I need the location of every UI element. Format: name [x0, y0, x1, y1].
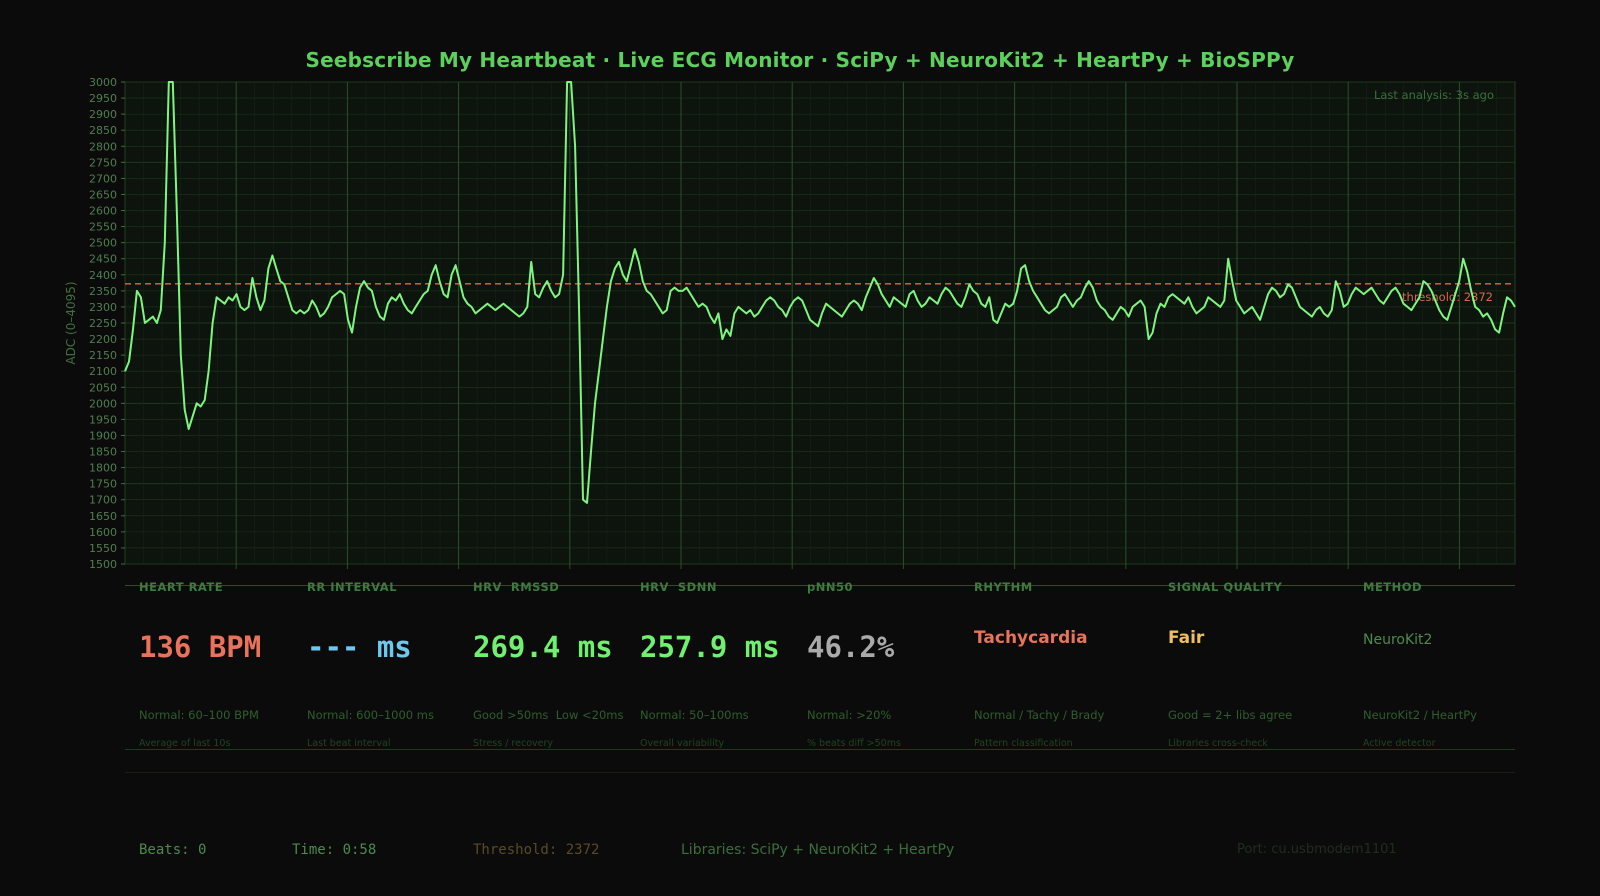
- y-tick-label: 2900: [89, 108, 117, 121]
- y-tick-label: 1800: [89, 462, 117, 475]
- metric-normal-range: Normal: 60–100 BPM: [139, 708, 259, 722]
- metric-value: 136 BPM: [139, 630, 262, 664]
- metric-note: Stress / recovery: [473, 738, 554, 749]
- y-tick-label: 1900: [89, 429, 117, 442]
- y-tick-label: 3000: [89, 76, 117, 89]
- metrics-bottom-divider: [125, 749, 1515, 750]
- y-tick-label: 2450: [89, 253, 117, 266]
- status-beats: Beats: 0: [139, 842, 207, 858]
- status-port: Port: cu.usbmodem1101: [1237, 842, 1397, 857]
- y-tick-label: 1850: [89, 446, 117, 459]
- page-title: Seebscribe My Heartbeat · Live ECG Monit…: [305, 48, 1295, 72]
- metric-label: HEART RATE: [139, 580, 224, 594]
- metric-value: Fair: [1168, 628, 1205, 648]
- ecg-chart: 1500 1550 1600 1650 1700 1750 1800 1850 1900 1950…: [64, 76, 1516, 571]
- y-tick-label: 2100: [89, 365, 117, 378]
- status-top-divider: [125, 772, 1515, 773]
- metric-value: --- ms: [307, 630, 412, 664]
- y-tick-label: 1550: [89, 542, 117, 555]
- metric-normal-range: Normal: 600–1000 ms: [307, 708, 434, 722]
- y-tick-label: 2650: [89, 188, 117, 201]
- metric-value: Tachycardia: [974, 628, 1088, 648]
- y-tick-label: 1500: [89, 558, 117, 571]
- metric-normal-range: Good = 2+ libs agree: [1168, 708, 1293, 722]
- metric-note: % beats diff >50ms: [807, 738, 901, 749]
- y-tick-label: 1600: [89, 526, 117, 539]
- metric-note: Libraries cross-check: [1168, 738, 1268, 749]
- metric-label: RHYTHM: [974, 580, 1033, 594]
- y-tick-label: 2300: [89, 301, 117, 314]
- metric-note: Overall variability: [640, 738, 725, 749]
- metric-label: METHOD: [1363, 580, 1423, 594]
- metric-normal-range: Good >50ms Low <20ms: [473, 708, 624, 722]
- last-analysis-text: Last analysis: 3s ago: [1373, 88, 1494, 102]
- status-libraries: Libraries: SciPy + NeuroKit2 + HeartPy: [681, 842, 955, 858]
- y-tick-label: 2700: [89, 172, 117, 185]
- y-tick-label: 2800: [89, 140, 117, 153]
- y-tick-label: 2050: [89, 381, 117, 394]
- metric-value: 257.9 ms: [640, 630, 780, 664]
- y-tick-label: 2600: [89, 205, 117, 218]
- metric-value: 269.4 ms: [473, 630, 613, 664]
- y-tick-label: 2250: [89, 317, 117, 330]
- metric-label: HRV RMSSD: [473, 580, 560, 594]
- y-tick-label: 1700: [89, 494, 117, 507]
- y-tick-label: 2200: [89, 333, 117, 346]
- y-tick-label: 2550: [89, 221, 117, 234]
- metric-label: HRV SDNN: [640, 580, 717, 594]
- metric-normal-range: Normal: >20%: [807, 708, 892, 722]
- metric-label: RR INTERVAL: [307, 580, 398, 594]
- y-axis: 1500 1550 1600 1650 1700 1750 1800 1850 1900 1950…: [89, 76, 125, 571]
- metric-normal-range: Normal: 50–100ms: [640, 708, 749, 722]
- metric-normal-range: NeuroKit2 / HeartPy: [1363, 708, 1477, 722]
- y-tick-label: 2850: [89, 124, 117, 137]
- y-tick-label: 1650: [89, 510, 117, 523]
- y-tick-label: 2500: [89, 237, 117, 250]
- metric-normal-range: Normal / Tachy / Brady: [974, 708, 1105, 722]
- metric-note: Average of last 10s: [139, 738, 231, 749]
- y-tick-label: 2750: [89, 156, 117, 169]
- y-tick-label: 2150: [89, 349, 117, 362]
- y-tick-label: 1950: [89, 413, 117, 426]
- threshold-label: threshold: 2372: [1402, 290, 1493, 304]
- metric-label: SIGNAL QUALITY: [1168, 580, 1283, 594]
- y-tick-label: 2350: [89, 285, 117, 298]
- metric-note: Pattern classification: [974, 738, 1073, 749]
- y-axis-label: ADC (0–4095): [64, 281, 78, 364]
- y-tick-label: 2000: [89, 397, 117, 410]
- metrics-top-divider: [125, 585, 1515, 586]
- metric-value: 46.2%: [807, 630, 895, 664]
- status-time: Time: 0:58: [292, 842, 377, 858]
- metric-label: pNN50: [807, 580, 853, 594]
- metric-note: Active detector: [1363, 738, 1436, 749]
- ecg-trace: [124, 81, 1516, 504]
- y-tick-label: 2400: [89, 269, 117, 282]
- y-tick-label: 1750: [89, 478, 117, 491]
- y-tick-label: 2950: [89, 92, 117, 105]
- metric-value: NeuroKit2: [1363, 632, 1433, 648]
- status-threshold: Threshold: 2372: [473, 842, 600, 858]
- metric-note: Last beat interval: [307, 738, 391, 749]
